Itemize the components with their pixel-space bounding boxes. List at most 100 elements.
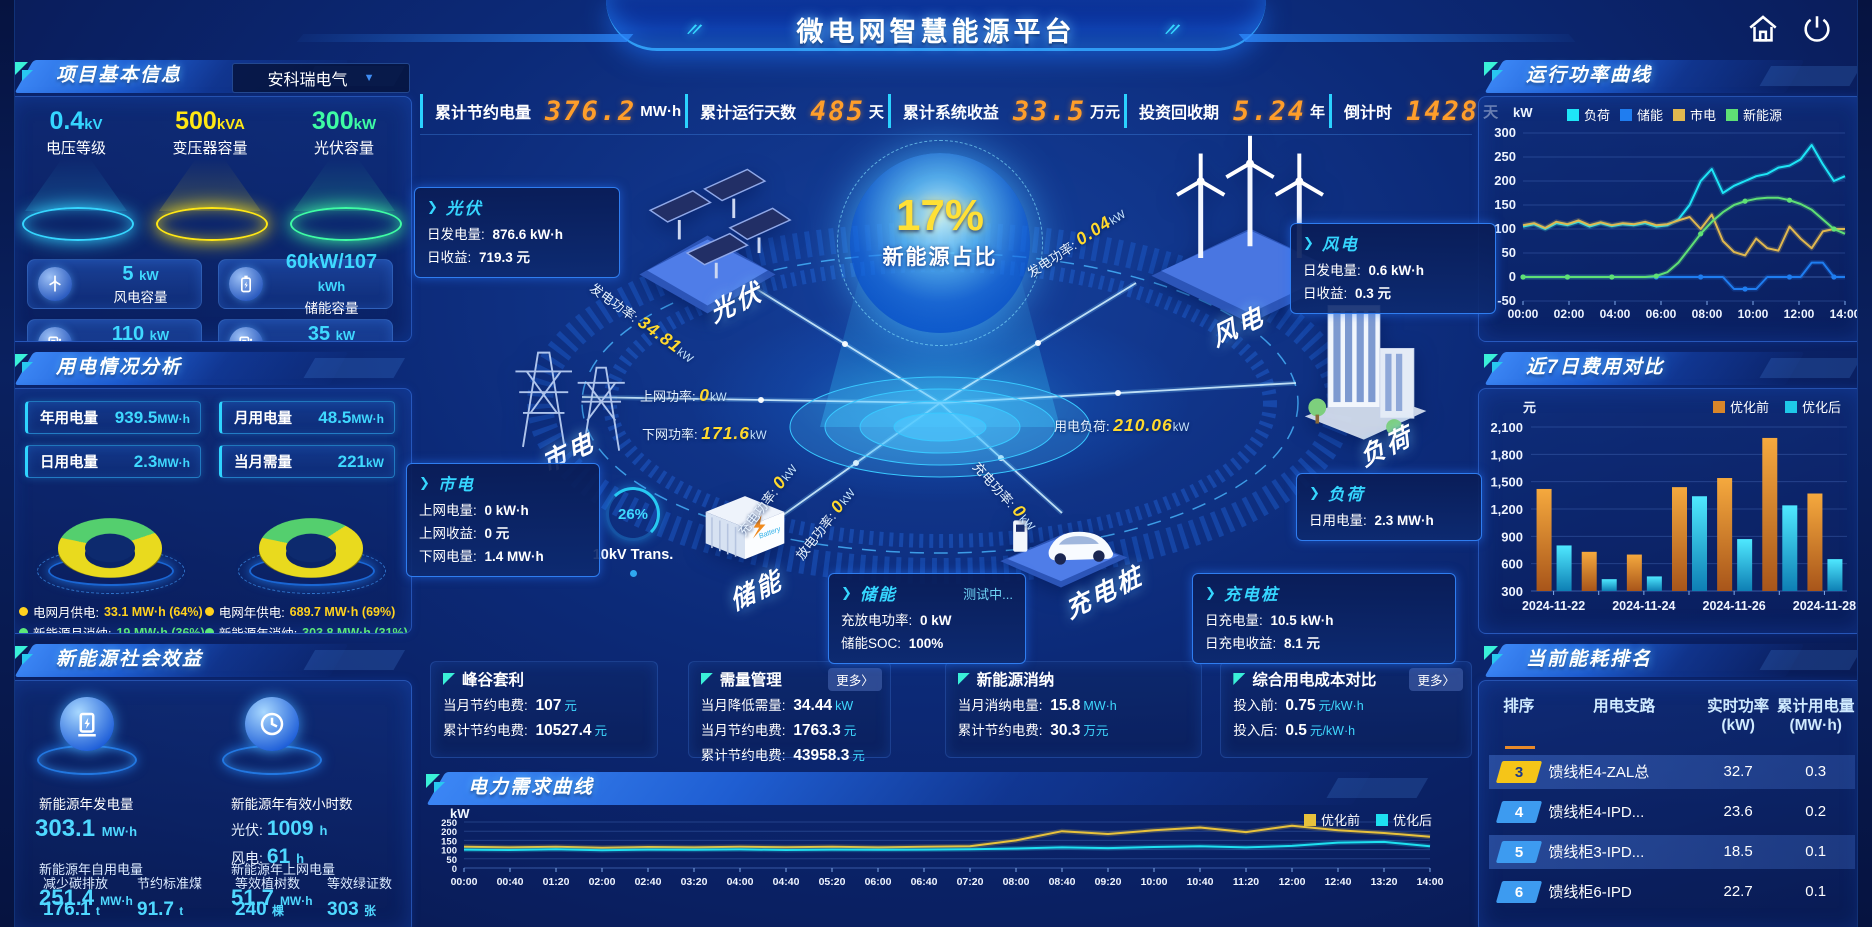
svg-text:12:40: 12:40 [1325,876,1352,888]
card-unit: kW [335,327,356,342]
ranking-table-header: 排序 用电支路 实时功率 (kW) 累计用电量 (MW·h) [1489,697,1855,736]
line-value: 1.4 MW·h [484,549,544,564]
hours-pedestal [212,697,332,775]
svg-text:02:40: 02:40 [635,876,662,888]
info-line: 日发电量: 0.6 kW·h [1303,259,1483,279]
branch-cell: 馈线柜6-IPD [1548,884,1632,902]
card-label: 储能容量 [304,301,359,316]
arrow-icon: ❯ [419,475,430,490]
legend-label: 市电 [1690,108,1717,123]
line-value: 107 [535,697,562,714]
svg-text:13:20: 13:20 [1371,876,1398,888]
spotlight-cone [159,159,261,211]
benefit-extra-number: 240 [235,899,272,920]
kpi-item: 累计系统收益 33.5 万元 [887,94,1120,128]
flow-label: 用电负荷: 210.06kW [1054,415,1189,436]
line-value: 1763.3 [793,722,841,739]
legend-swatch-icon [1784,400,1797,413]
charge-device-icon [986,497,1136,593]
cost-chart-legend: 优化前 优化后 [1712,397,1841,416]
wind-box-title: 风电 [1321,236,1359,254]
info-line: 当月节约电费: 1763.3 元 [701,719,878,740]
flow-label: 下网功率: 171.6kW [642,423,767,444]
card-title: 综合用电成本对比 [1252,672,1377,689]
card-value-wrap: 35 kW交流充电桩 [271,322,392,342]
card-unit: kW [139,267,159,283]
legend-item: 新能源年消纳: 303.8 MW·h (31%) [204,623,408,634]
legend-item: 新能源月消纳: 19 MW·h (36%) [19,623,205,634]
flow-value: 210.06 [1113,415,1173,435]
charger-icon [38,327,72,341]
line-unit: 元/kW·h [1309,724,1356,738]
branch-cell: 馈线柜3-IPD... [1548,844,1645,862]
card-number: 35 [307,322,336,342]
svg-text:300: 300 [1494,125,1516,140]
demand-panel-header: 电力需求曲线 [420,770,1472,808]
line-unit: 元 [564,699,577,713]
legend-item: 新能源 [1726,105,1782,124]
power-icon[interactable] [1800,12,1834,46]
panel-power-curve: 运行功率曲线 kW 负荷 储能 市电 新能源 -50 0 50 100 150 200 250 30… [1478,58,1864,342]
panel-corner-icon [1482,60,1506,84]
table-row[interactable]: 5 馈线柜3-IPD... 18.5 0.1 [1489,834,1855,869]
spotlight-ring-icon [156,207,268,241]
home-icon[interactable] [1746,12,1780,46]
power-cell: 18.5 [1723,843,1753,861]
line-unit: 万元 [1083,724,1109,738]
svg-text:200: 200 [1494,173,1516,188]
usage-chip: 当月需量 221kW [219,445,395,478]
rank-number: 4 [1514,803,1523,821]
svg-text:00:00: 00:00 [451,876,478,888]
table-row[interactable]: 4 馈线柜4-IPD... 23.6 0.2 [1489,795,1855,829]
panel-cost-compare: 近7日费用对比 元 优化前 优化后 300 600 900 1,200 1,500 1,80… [1478,350,1864,634]
capacity-card: 35 kW交流充电桩 [218,319,393,342]
power-chart-unit: kW [1513,105,1533,120]
power-cell: 32.7 [1723,763,1753,781]
chip-label: 月用电量 [234,411,292,427]
line-value: 0 kW [920,613,952,628]
legend-dot-icon [19,607,28,616]
renewable-share-percent: 17% [895,191,985,240]
line-label: 累计节约电费: [957,723,1047,738]
spotlight-unit: kVA [216,116,245,133]
column-header: 实时功率 (kW) [1707,698,1770,735]
rank-badge: 5 [1495,840,1542,863]
kpi-unit: 万元 [1089,103,1120,121]
grid-info-box: ❯ 市电 上网电量: 0 kW·h 上网收益: 0 元下网电量: 1.4 MW·h [406,463,600,577]
svg-text:10:00: 10:00 [1738,307,1769,321]
table-row[interactable]: 3 馈线柜4-ZAL总 32.7 0.3 [1489,754,1855,789]
benefit-panel-title: 新能源社会效益 [56,649,204,670]
donut-legend-column: 电网年供电: 689.7 MW·h (69%) 新能源年消纳: 303.8 MW·… [204,600,408,634]
rank-cell: 6 [1489,880,1548,903]
card-value: 35 kW [271,322,392,342]
benefit-extra-value: 251.4 MW·h [39,885,143,911]
header-wing-right [1238,34,1576,42]
spotlight-value: 0.4kV [17,107,135,136]
kpi-label: 倒计时 [1344,105,1393,122]
legend-label: 新能源月消纳: [33,627,112,634]
company-select[interactable]: 安科瑞电气 ▼ [232,63,410,93]
table-row[interactable]: 6 馈线柜6-IPD 22.7 0.1 [1489,875,1855,909]
more-button[interactable]: 更多〉 [828,668,882,691]
legend-item: 电网年供电: 689.7 MW·h (69%) [204,602,408,621]
legend-swatch-icon [1567,108,1579,121]
benefit-extra-label: 新能源年上网电量 [231,862,336,877]
legend-value: 303.8 MW·h (31%) [302,625,408,634]
info-line: 下网电量: 1.4 MW·h [419,545,587,565]
line-label: 日充电收益: [1205,636,1281,651]
capacity-spotlight: 0.4kV 电压等级 [17,107,135,255]
more-button[interactable]: 更多〉 [1409,668,1463,691]
usage-donut-charts [9,490,411,594]
left-edge-decoration [0,0,15,927]
spotlight-cone [25,159,127,211]
line-value: 0.75 [1285,697,1316,714]
power-chart: -50 0 50 100 150 200 250 300 00:00 02:00 04:00 06:0… [1479,123,1863,341]
svg-text:900: 900 [1501,529,1523,544]
svg-text:00:00: 00:00 [1508,307,1539,321]
branch-cell: 馈线柜4-ZAL总 [1548,764,1650,782]
transformer-load-percent: 26% [617,505,649,523]
legend-value: 19 MW·h (36%) [116,625,205,634]
ranking-panel-header: 当前能耗排名 [1478,642,1864,680]
donut-3d [258,518,363,578]
ranking-table: 排序 用电支路 实时功率 (kW) 累计用电量 (MW·h) 3 馈线柜4-ZAL总 32.… [1479,681,1863,909]
